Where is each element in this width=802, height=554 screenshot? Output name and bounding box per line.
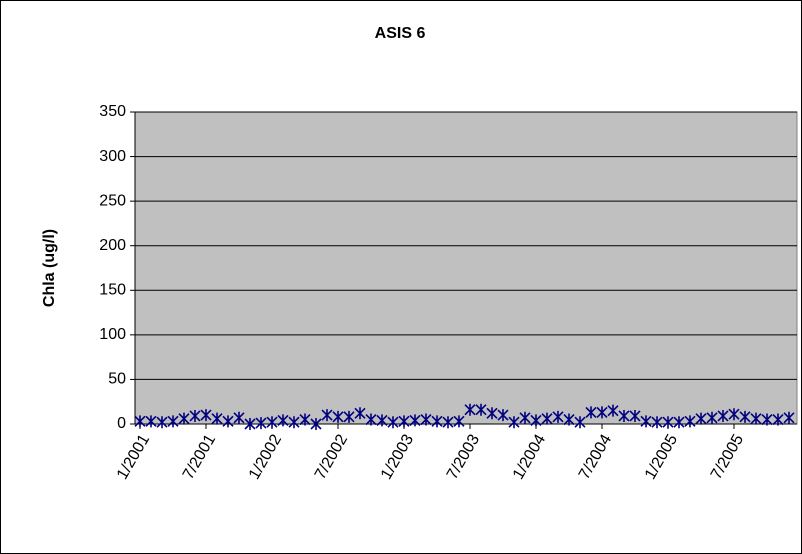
marker [211,412,223,425]
marker [145,415,157,428]
marker [541,412,553,425]
marker [717,409,729,422]
marker [530,414,542,427]
marker [134,415,146,428]
marker [750,412,762,425]
marker [629,409,641,422]
marker [706,411,718,424]
marker [387,416,399,429]
marker [464,403,476,416]
marker [200,409,212,422]
marker [376,414,388,427]
marker [574,416,586,429]
marker [299,413,311,426]
marker [310,418,322,430]
marker [178,412,190,425]
marker [662,416,674,429]
marker [431,415,443,428]
y-tick-label: 250 [99,192,126,209]
marker [739,410,751,423]
marker [167,415,179,428]
marker [266,416,278,429]
marker [277,414,289,427]
marker [519,411,531,424]
marker [607,404,619,417]
marker [453,415,465,428]
marker [640,415,652,428]
y-tick-label: 150 [99,282,126,299]
marker [618,409,630,422]
y-tick-label: 50 [108,371,126,388]
marker [475,403,487,416]
marker [156,416,168,429]
y-tick-label: 200 [99,237,126,254]
marker [695,412,707,425]
marker [728,408,740,421]
marker [552,410,564,423]
marker [596,406,608,419]
marker [442,416,454,429]
marker [354,407,366,420]
marker [585,406,597,419]
marker [189,409,201,422]
y-tick-label: 100 [99,326,126,343]
marker [233,411,245,424]
marker [365,413,377,426]
marker [673,416,685,429]
marker [244,418,256,430]
marker [398,415,410,428]
marker [288,416,300,429]
marker [420,413,432,426]
marker [343,410,355,423]
marker [321,409,333,422]
y-axis-label: Chla (ug/l) [41,229,58,307]
marker [772,413,784,426]
marker [497,409,509,422]
marker [486,407,498,420]
marker [508,416,520,429]
plot-area [134,111,798,425]
marker [332,410,344,423]
marker [651,416,663,429]
marker [222,415,234,428]
marker [761,413,773,426]
y-tick-label: 0 [117,415,126,432]
marker [409,414,421,427]
marker [783,411,795,424]
marker [563,413,575,426]
y-tick-label: 350 [99,103,126,120]
chart-title: ASIS 6 [375,25,426,42]
marker [684,415,696,428]
y-tick-label: 300 [99,148,126,165]
marker [255,417,267,430]
